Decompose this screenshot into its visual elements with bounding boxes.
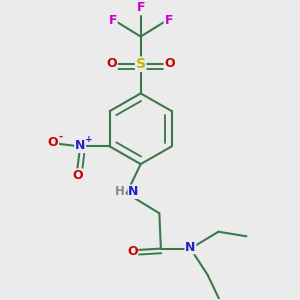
Text: O: O — [72, 169, 83, 182]
Text: N: N — [75, 139, 85, 152]
Text: -: - — [58, 132, 62, 142]
Text: H: H — [115, 185, 125, 198]
Text: O: O — [127, 244, 138, 258]
Text: O: O — [48, 136, 58, 149]
Text: O: O — [164, 57, 175, 70]
Text: O: O — [106, 57, 117, 70]
Text: F: F — [164, 14, 173, 27]
Text: F: F — [108, 14, 117, 27]
Text: S: S — [136, 57, 146, 71]
Text: N: N — [128, 185, 139, 198]
Text: N: N — [185, 241, 196, 254]
Text: F: F — [136, 2, 145, 14]
Text: +: + — [85, 135, 93, 144]
